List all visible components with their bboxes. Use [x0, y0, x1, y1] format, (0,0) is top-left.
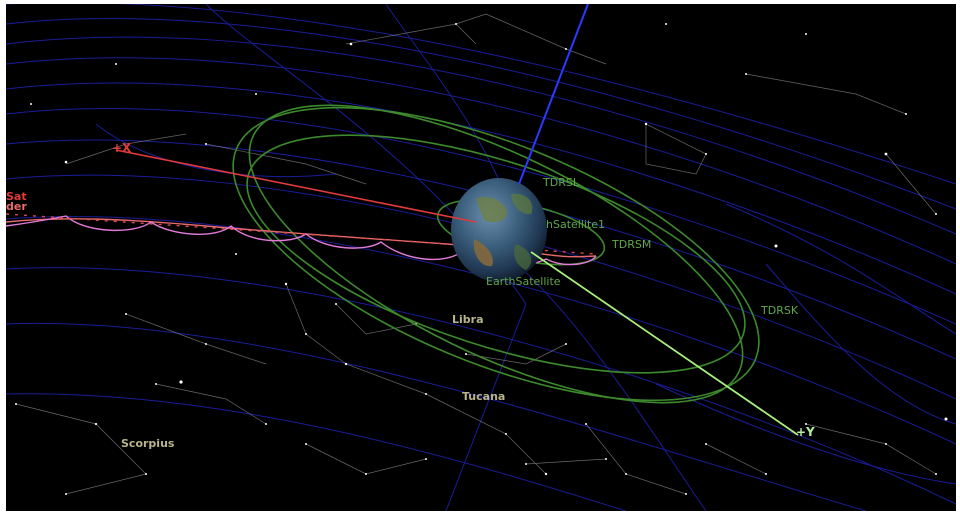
x-axis-line — [115, 149, 477, 223]
z-axis-line — [518, 4, 589, 185]
satellite-label-tdrsm[interactable]: TDRSM — [611, 238, 651, 251]
satellite-label-satellite1[interactable]: hSatellite1 — [546, 218, 605, 231]
stars — [15, 23, 948, 495]
satellite-label-earthsatellite[interactable]: EarthSatellite — [486, 275, 561, 288]
clipped-label-der: der — [6, 200, 27, 213]
satellite-label-tdrsk[interactable]: TDRSK — [760, 304, 799, 317]
satellite-label-tdrsl[interactable]: TDRSL — [542, 176, 580, 189]
x-axis-label: +X — [112, 141, 132, 155]
constellation-label-tucana: Tucana — [462, 390, 505, 403]
constellation-label-scorpius: Scorpius — [121, 437, 175, 450]
clipped-label-sat: Sat — [6, 190, 27, 203]
earth-globe[interactable] — [451, 178, 547, 282]
3d-orbit-view[interactable]: +X +Y Sat der TDRSL hSatellite1 TDRSM TD… — [6, 4, 956, 511]
constellation-label-libra: Libra — [452, 313, 484, 326]
y-axis-line — [530, 251, 799, 436]
y-axis-label: +Y — [796, 425, 815, 439]
